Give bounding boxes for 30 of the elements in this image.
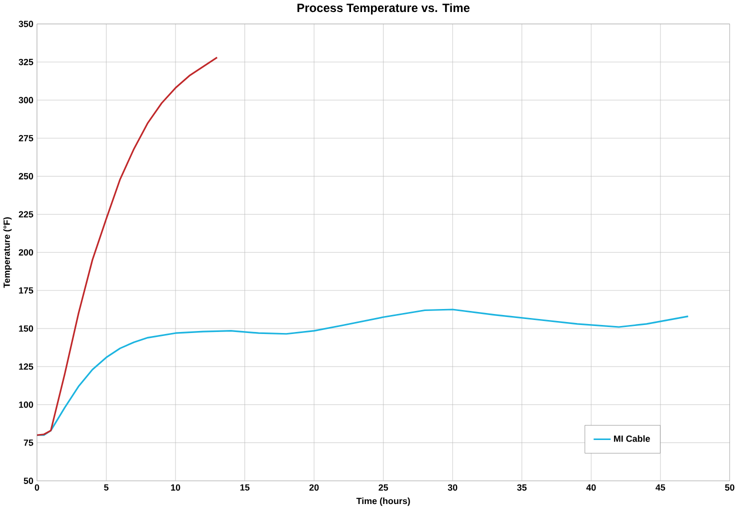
y-tick-label: 325 bbox=[18, 58, 34, 66]
x-tick-label: 45 bbox=[656, 484, 666, 491]
y-tick-label: 275 bbox=[18, 134, 34, 142]
y-tick-label: 75 bbox=[24, 440, 34, 446]
x-tick-label: 25 bbox=[378, 484, 388, 491]
x-tick-label: 50 bbox=[725, 484, 734, 491]
x-tick-label: 20 bbox=[309, 484, 319, 491]
y-tick-label: 100 bbox=[19, 401, 34, 408]
x-tick-label: 40 bbox=[586, 484, 596, 491]
y-tick-label: 225 bbox=[18, 211, 34, 218]
y-tick-label: 300 bbox=[18, 96, 34, 104]
x-tick-label: 10 bbox=[171, 484, 180, 491]
legend-label: MI Cable bbox=[614, 435, 650, 442]
y-tick-label: 150 bbox=[19, 325, 34, 332]
y-tick-label: 250 bbox=[18, 172, 34, 180]
y-tick-label: 50 bbox=[24, 478, 34, 484]
x-tick-label: 30 bbox=[448, 484, 458, 491]
chart-title: Process Temperature vs. Time bbox=[297, 3, 470, 14]
x-tick-label: 35 bbox=[517, 484, 527, 491]
y-tick-label: 175 bbox=[19, 287, 34, 294]
x-axis-title: Time (hours) bbox=[356, 497, 410, 506]
y-tick-label: 350 bbox=[18, 20, 34, 28]
x-tick-label: 0 bbox=[34, 484, 40, 491]
x-tick-label: 5 bbox=[104, 484, 108, 491]
y-axis-title: Temperature (°F) bbox=[3, 217, 12, 288]
line-series bbox=[36, 308, 689, 436]
line-series bbox=[36, 56, 218, 436]
x-tick-label: 15 bbox=[240, 484, 250, 491]
y-tick-label: 125 bbox=[19, 363, 34, 370]
y-tick-label: 200 bbox=[18, 249, 34, 256]
